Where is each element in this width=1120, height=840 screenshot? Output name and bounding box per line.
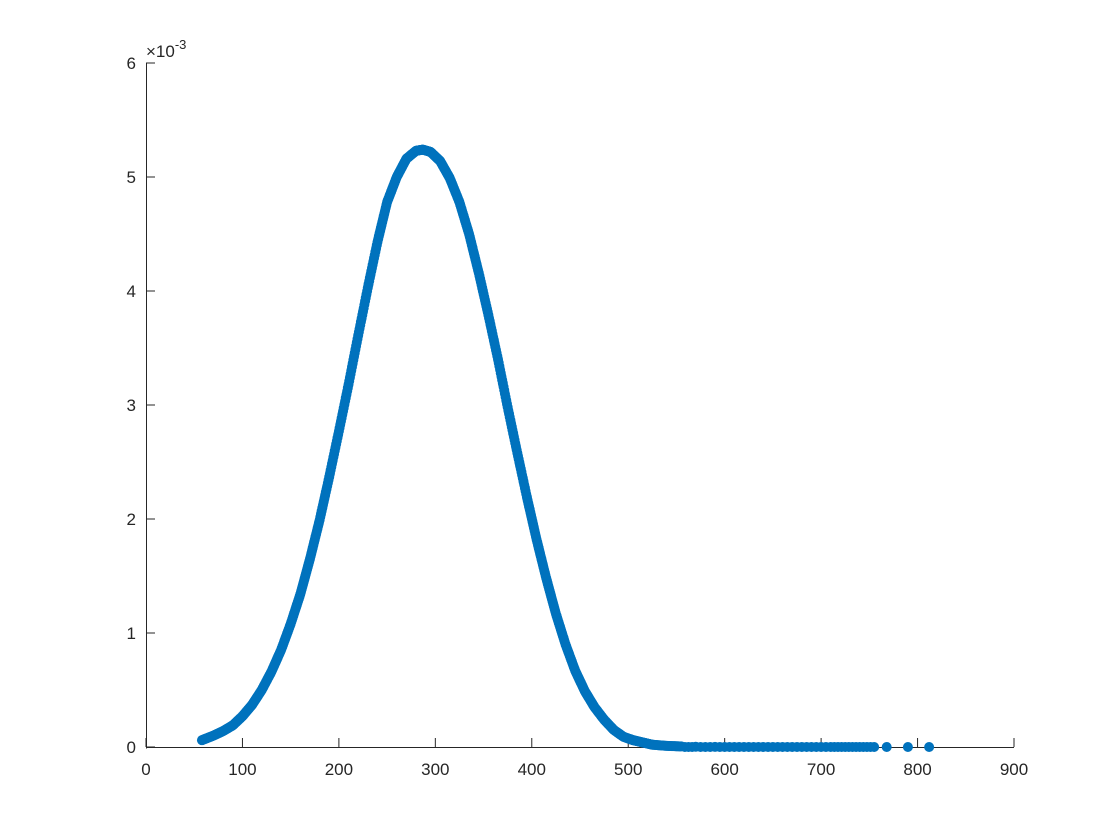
y-exponent-label: ×10-3 <box>146 37 186 61</box>
y-tick-label: 5 <box>127 168 136 187</box>
x-tick-label: 200 <box>325 760 353 779</box>
data-point <box>902 742 913 752</box>
y-exponent-base: ×10 <box>146 42 175 61</box>
x-ticks: 0 100 200 300 400 500 600 700 800 900 <box>141 738 1028 779</box>
y-tick-label: 0 <box>127 738 136 757</box>
x-tick-label: 900 <box>1000 760 1028 779</box>
y-tick-label: 3 <box>127 396 136 415</box>
svg-text:×10-3: ×10-3 <box>146 37 186 61</box>
x-tick-label: 300 <box>421 760 449 779</box>
data-point <box>869 742 880 752</box>
y-tick-label: 2 <box>127 510 136 529</box>
x-tick-label: 700 <box>807 760 835 779</box>
x-tick-label: 800 <box>903 760 931 779</box>
y-ticks: 0 1 2 3 4 5 6 <box>127 54 155 757</box>
y-tick-label: 4 <box>127 282 136 301</box>
y-exponent-power: -3 <box>175 37 187 52</box>
data-point <box>881 742 892 752</box>
data-points <box>196 144 935 752</box>
x-tick-label: 400 <box>518 760 546 779</box>
axes <box>146 63 1014 749</box>
data-point <box>924 742 935 752</box>
x-tick-label: 600 <box>710 760 738 779</box>
x-tick-label: 500 <box>614 760 642 779</box>
x-tick-label: 100 <box>228 760 256 779</box>
y-tick-label: 6 <box>127 54 136 73</box>
y-tick-label: 1 <box>127 624 136 643</box>
x-tick-label: 0 <box>141 760 150 779</box>
